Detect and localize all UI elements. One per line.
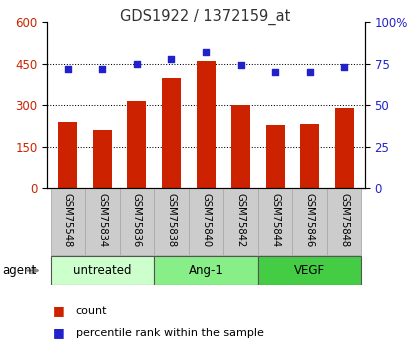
Text: Ang-1: Ang-1 <box>188 264 223 277</box>
Text: GSM75548: GSM75548 <box>63 194 73 248</box>
Text: percentile rank within the sample: percentile rank within the sample <box>76 328 263 338</box>
Text: GSM75844: GSM75844 <box>270 194 279 247</box>
Bar <box>58 122 77 188</box>
Text: ■: ■ <box>53 326 65 339</box>
Bar <box>265 125 284 188</box>
Point <box>202 49 209 55</box>
Point <box>237 63 243 68</box>
Bar <box>93 130 112 188</box>
Text: GSM75834: GSM75834 <box>97 194 107 247</box>
Bar <box>223 188 257 255</box>
Text: GSM75840: GSM75840 <box>200 194 211 247</box>
Point <box>65 66 71 71</box>
Text: GSM75836: GSM75836 <box>132 194 142 248</box>
Text: GSM75842: GSM75842 <box>235 194 245 248</box>
Point <box>168 56 174 62</box>
Bar <box>257 256 361 285</box>
Bar <box>50 188 85 255</box>
Bar <box>162 78 180 188</box>
Text: GDS1922 / 1372159_at: GDS1922 / 1372159_at <box>119 9 290 25</box>
Bar <box>154 188 188 255</box>
Bar <box>188 188 223 255</box>
Text: agent: agent <box>2 264 36 277</box>
Point <box>306 69 312 75</box>
Text: count: count <box>76 306 107 315</box>
Bar <box>292 188 326 255</box>
Bar <box>85 188 119 255</box>
Text: GSM75846: GSM75846 <box>304 194 314 248</box>
Bar <box>127 101 146 188</box>
Bar <box>257 188 292 255</box>
Bar <box>299 124 318 188</box>
Bar <box>231 105 249 188</box>
Text: ■: ■ <box>53 304 65 317</box>
Text: untreated: untreated <box>73 264 131 277</box>
Text: GSM75848: GSM75848 <box>338 194 348 247</box>
Point <box>271 69 278 75</box>
Point <box>133 61 140 67</box>
Bar <box>196 61 215 188</box>
Bar <box>326 188 361 255</box>
Bar <box>154 256 257 285</box>
Point <box>99 66 106 71</box>
Point <box>340 65 346 70</box>
Bar <box>334 108 353 188</box>
Text: VEGF: VEGF <box>293 264 324 277</box>
Bar <box>119 188 154 255</box>
Text: GSM75838: GSM75838 <box>166 194 176 247</box>
Bar <box>50 256 154 285</box>
